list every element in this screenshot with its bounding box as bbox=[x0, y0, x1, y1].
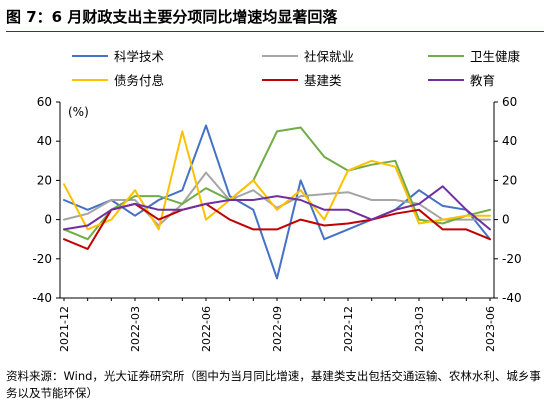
right-y-tick-label: 40 bbox=[502, 134, 517, 148]
axes bbox=[56, 101, 498, 301]
x-tick-label: 2023-03 bbox=[413, 306, 426, 352]
left-y-tick-label: 60 bbox=[37, 95, 52, 109]
series-line-教育 bbox=[63, 185, 491, 231]
series-line-卫生健康 bbox=[63, 126, 491, 241]
series-lines bbox=[63, 124, 491, 280]
legend-label: 社保就业 bbox=[304, 49, 354, 64]
right-y-tick-label: -40 bbox=[502, 291, 522, 305]
left-y-tick-label: 0 bbox=[44, 213, 52, 227]
right-y-tick-label: 20 bbox=[502, 173, 517, 187]
x-tick-label: 2023-06 bbox=[484, 306, 497, 352]
left-y-tick-label: -20 bbox=[32, 252, 52, 266]
y-axis-unit-label: (%) bbox=[68, 105, 89, 119]
legend-label: 债务付息 bbox=[114, 73, 164, 88]
left-y-tick-label: -40 bbox=[32, 291, 52, 305]
legend-label: 教育 bbox=[470, 73, 495, 88]
left-y-tick-label: 20 bbox=[37, 173, 52, 187]
tick-labels: -40 -20 0 20 40 60 -40 -20 0 20 40 60 (%) 2021-12 2022… bbox=[32, 95, 521, 352]
right-y-tick-label: 0 bbox=[502, 213, 510, 227]
title-divider bbox=[6, 31, 544, 32]
x-tick-label: 2022-12 bbox=[342, 306, 355, 352]
x-tick-label: 2022-03 bbox=[129, 306, 142, 352]
x-tick-label: 2022-09 bbox=[271, 306, 284, 352]
legend-label: 科学技术 bbox=[114, 49, 165, 64]
source-note: 资料来源：Wind，光大证券研究所（图中为当月同比增速，基建类支出包括交通运输、… bbox=[6, 369, 541, 400]
left-y-tick-label: 40 bbox=[37, 134, 52, 148]
right-y-tick-label: 60 bbox=[502, 95, 517, 109]
chart-title: 图 7：6 月财政支出主要分项同比增速均显著回落 bbox=[6, 8, 338, 26]
series-line-科学技术 bbox=[63, 124, 491, 280]
legend-label: 卫生健康 bbox=[470, 49, 521, 64]
x-tick-label: 2021-12 bbox=[58, 306, 71, 352]
x-tick-label: 2022-06 bbox=[200, 306, 213, 352]
legend-label: 基建类 bbox=[304, 73, 342, 88]
right-y-tick-label: -20 bbox=[502, 252, 522, 266]
series-line-债务付息 bbox=[63, 130, 491, 231]
